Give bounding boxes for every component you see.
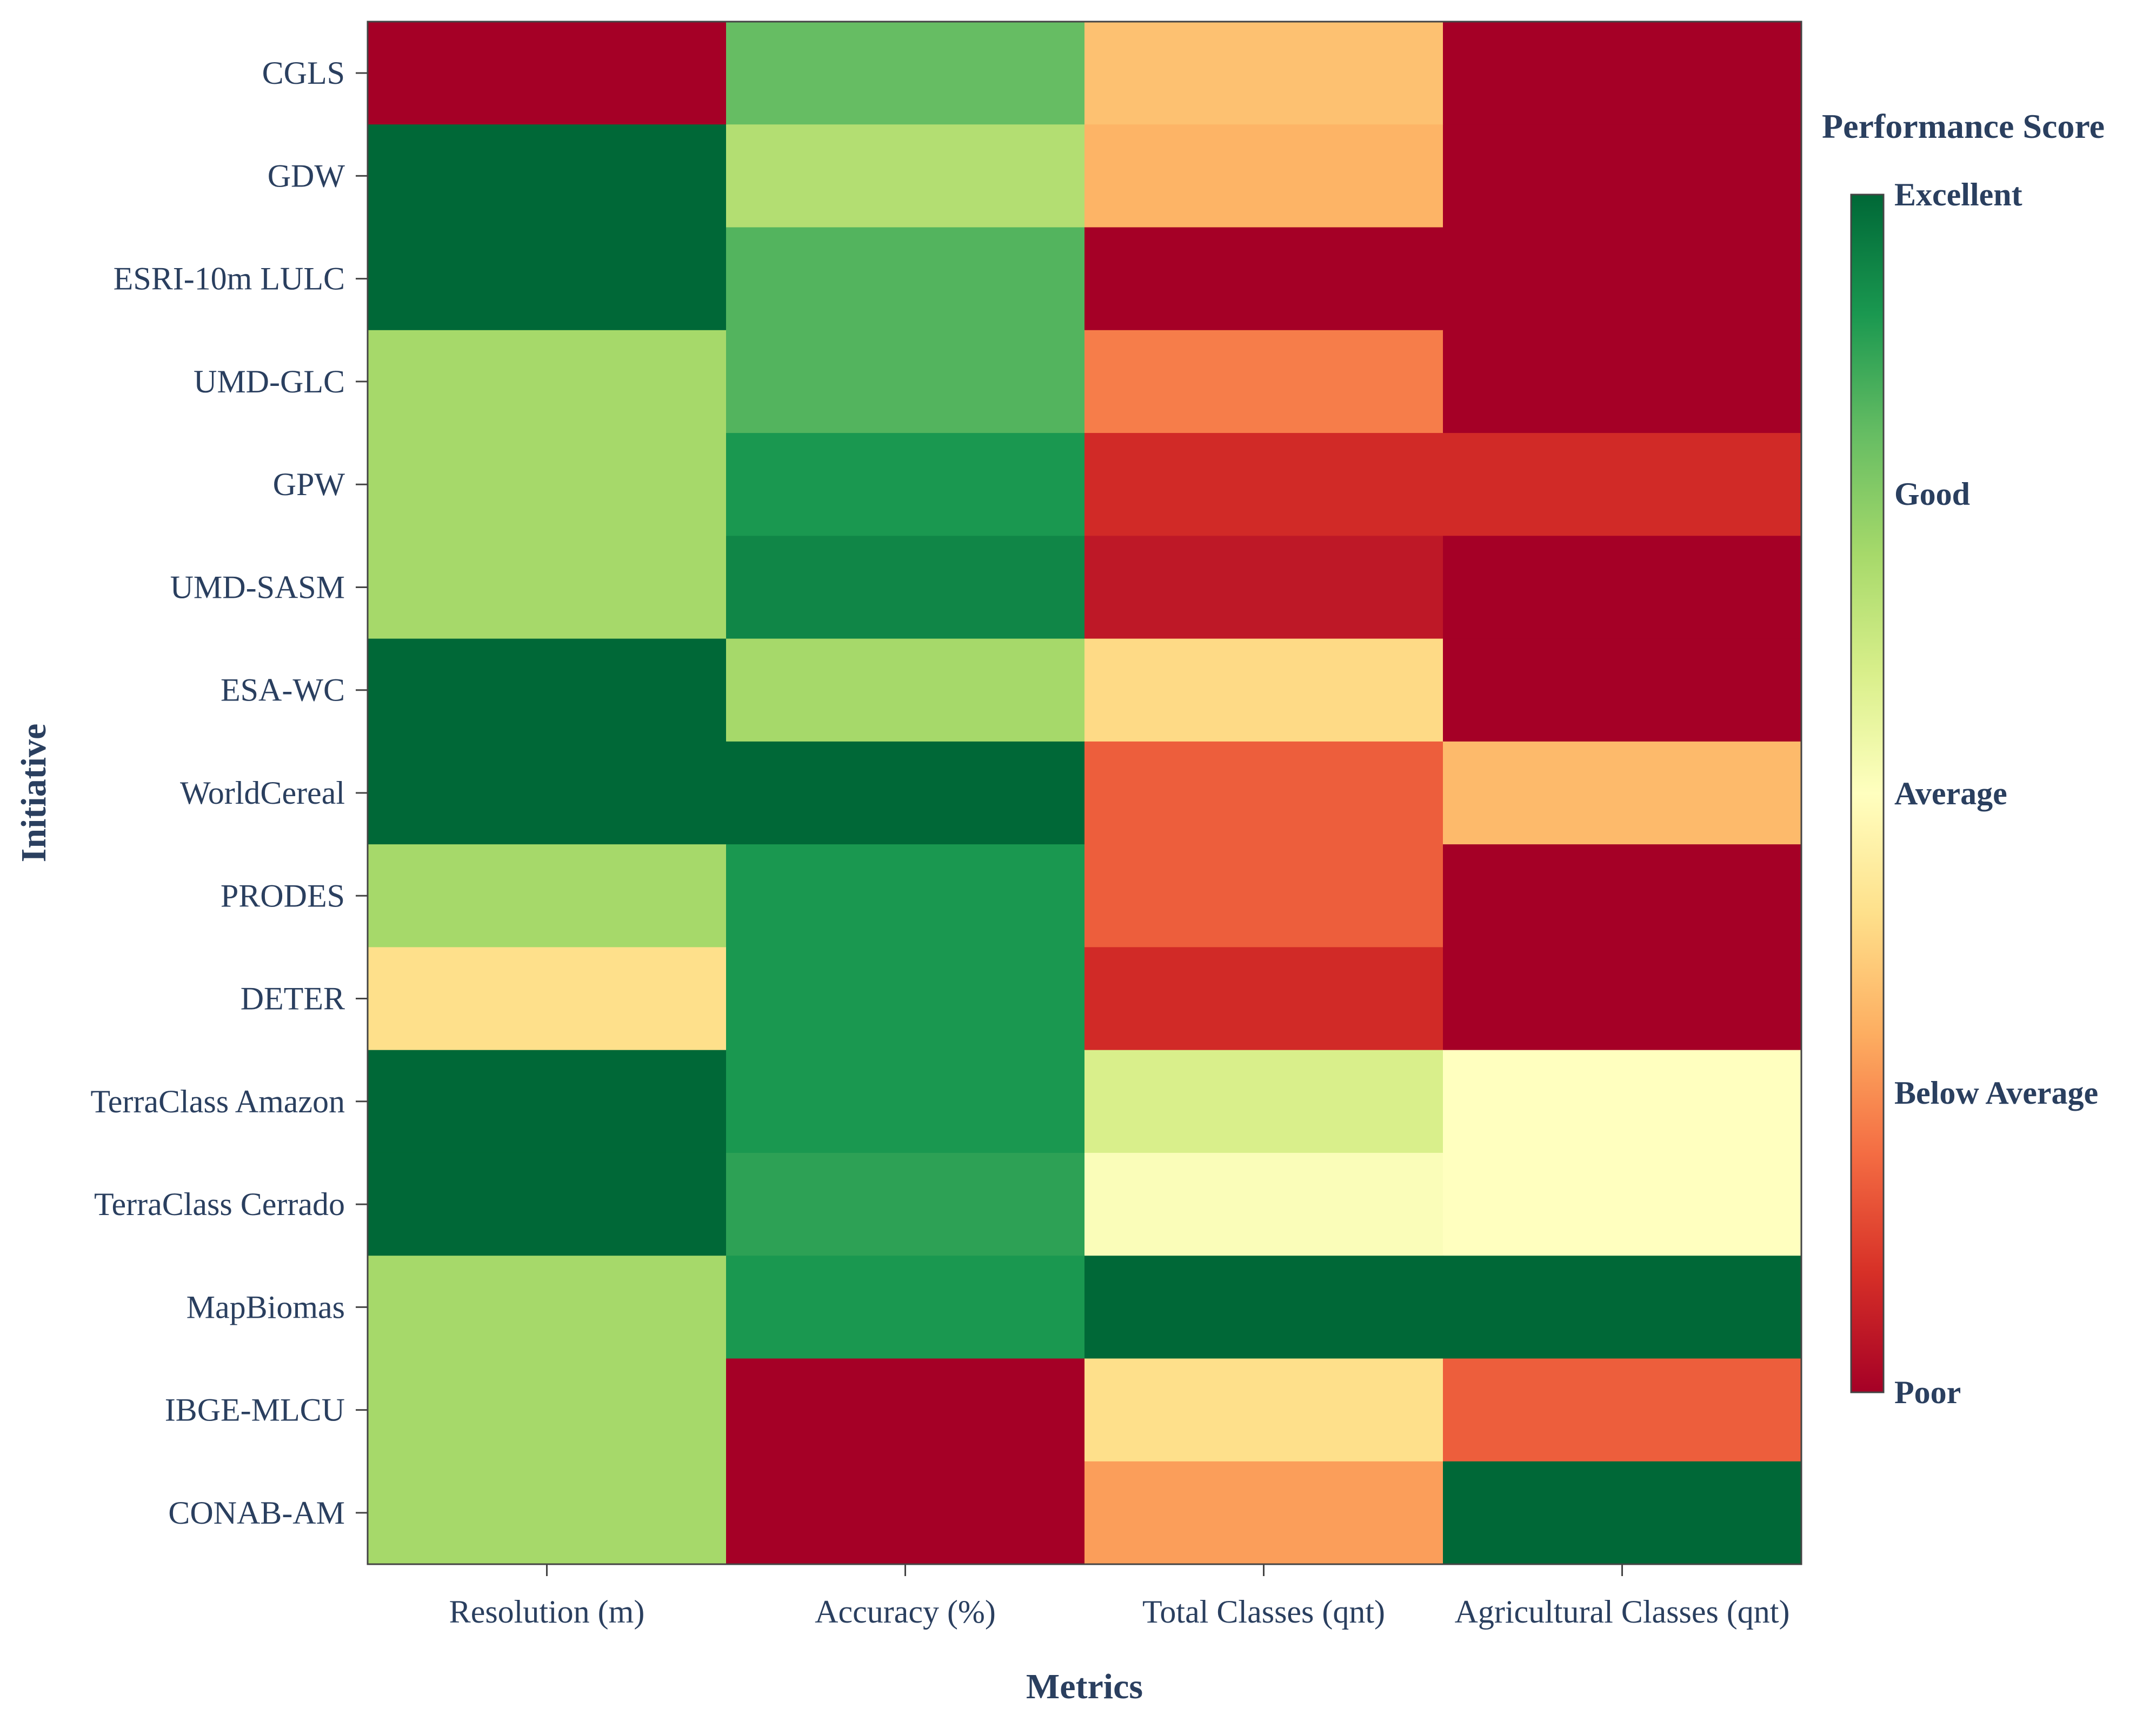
heatmap-cell-0-0 — [368, 22, 727, 125]
heatmap-cell-9-3 — [1443, 947, 1802, 1051]
heatmap-cell-4-0 — [368, 433, 727, 536]
heatmap-cell-0-2 — [1084, 22, 1443, 125]
heatmap-cell-10-1 — [726, 1050, 1085, 1153]
heatmap-cell-9-0 — [368, 947, 727, 1051]
heatmap-cell-12-3 — [1443, 1256, 1802, 1359]
y-tick-label: GPW — [273, 466, 345, 502]
heatmap-cell-6-3 — [1443, 638, 1802, 742]
y-tick-label: ESA-WC — [221, 672, 345, 708]
heatmap-cell-14-1 — [726, 1461, 1085, 1565]
heatmap-cell-9-2 — [1084, 947, 1443, 1051]
heatmap-cell-10-0 — [368, 1050, 727, 1153]
heatmap-cell-5-2 — [1084, 536, 1443, 639]
heatmap-cell-10-3 — [1443, 1050, 1802, 1153]
heatmap-cell-1-1 — [726, 124, 1085, 228]
x-tick-label: Total Classes (qnt) — [1142, 1594, 1385, 1630]
y-tick-label: IBGE-MLCU — [165, 1392, 345, 1428]
heatmap-cell-6-0 — [368, 638, 727, 742]
heatmap-cell-0-3 — [1443, 22, 1802, 125]
colorbar: Performance Score Excellent Good Average Be… — [1822, 107, 2105, 1410]
heatmap-cell-13-3 — [1443, 1358, 1802, 1462]
heatmap-cell-3-1 — [726, 330, 1085, 433]
heatmap-cell-4-1 — [726, 433, 1085, 536]
y-tick-label: TerraClass Cerrado — [94, 1186, 345, 1222]
heatmap-cell-1-0 — [368, 124, 727, 228]
heatmap-cell-5-0 — [368, 536, 727, 639]
heatmap-cell-7-2 — [1084, 741, 1443, 845]
y-tick-label: PRODES — [221, 878, 345, 913]
heatmap-cell-7-3 — [1443, 741, 1802, 845]
heatmap-cell-2-0 — [368, 227, 727, 331]
heatmap-cell-1-3 — [1443, 124, 1802, 228]
y-tick-label: UMD-GLC — [194, 364, 345, 399]
x-tick-label: Accuracy (%) — [815, 1594, 996, 1630]
x-tick-label: Agricultural Classes (qnt) — [1455, 1594, 1790, 1630]
y-axis-title: Initiative — [14, 724, 54, 863]
heatmap-cell-12-1 — [726, 1256, 1085, 1359]
heatmap-cell-5-3 — [1443, 536, 1802, 639]
heatmap-cell-8-2 — [1084, 844, 1443, 947]
heatmap-cell-3-0 — [368, 330, 727, 433]
heatmap-cell-14-2 — [1084, 1461, 1443, 1565]
heatmap-cell-12-0 — [368, 1256, 727, 1359]
colorbar-title: Performance Score — [1822, 107, 2105, 145]
heatmap-cell-8-0 — [368, 844, 727, 947]
colorbar-tick-label: Good — [1894, 476, 1970, 512]
y-tick-label: DETER — [241, 981, 345, 1017]
x-axis-ticks: Resolution (m) Accuracy (%) Total Classes … — [449, 1564, 1790, 1630]
heatmap-cell-8-3 — [1443, 844, 1802, 947]
heatmap-cell-7-0 — [368, 741, 727, 845]
colorbar-ticks: Excellent Good Average Below Average Poor — [1894, 177, 2098, 1410]
heatmap-cell-2-1 — [726, 227, 1085, 331]
heatmap-cell-13-2 — [1084, 1358, 1443, 1462]
heatmap-cell-2-2 — [1084, 227, 1443, 331]
y-tick-label: GDW — [268, 158, 345, 193]
heatmap-cell-12-2 — [1084, 1256, 1443, 1359]
heatmap-cell-8-1 — [726, 844, 1085, 947]
y-tick-label: WorldCereal — [180, 775, 345, 811]
heatmap-cell-6-2 — [1084, 638, 1443, 742]
heatmap-cell-4-3 — [1443, 433, 1802, 536]
heatmap-cell-6-1 — [726, 638, 1085, 742]
heatmap-cell-11-0 — [368, 1152, 727, 1256]
y-tick-label: CONAB-AM — [168, 1495, 345, 1531]
heatmap-cell-1-2 — [1084, 124, 1443, 228]
y-tick-label: ESRI-10m LULC — [114, 261, 345, 297]
heatmap-cell-0-1 — [726, 22, 1085, 125]
heatmap-cell-13-0 — [368, 1358, 727, 1462]
heatmap-cell-14-3 — [1443, 1461, 1802, 1565]
heatmap-cell-11-2 — [1084, 1152, 1443, 1256]
y-tick-label: MapBiomas — [187, 1289, 345, 1325]
y-tick-label: CGLS — [262, 55, 345, 91]
heatmap-cell-11-1 — [726, 1152, 1085, 1256]
colorbar-tick-label: Below Average — [1894, 1075, 2098, 1111]
y-tick-label: UMD-SASM — [170, 569, 345, 605]
heatmap-cell-7-1 — [726, 741, 1085, 845]
colorbar-gradient — [1850, 193, 1885, 1393]
heatmap-cell-3-3 — [1443, 330, 1802, 433]
heatmap-cell-2-3 — [1443, 227, 1802, 331]
y-tick-label: TerraClass Amazon — [90, 1084, 345, 1119]
heatmap-cell-4-2 — [1084, 433, 1443, 536]
heatmap-cell-14-0 — [368, 1461, 727, 1565]
colorbar-tick-label: Excellent — [1894, 177, 2022, 212]
x-axis-title: Metrics — [1026, 1667, 1143, 1706]
colorbar-tick-label: Poor — [1894, 1374, 1961, 1410]
heatmap-cells — [368, 22, 1802, 1565]
colorbar-tick-label: Average — [1894, 776, 2007, 811]
heatmap-cell-13-1 — [726, 1358, 1085, 1462]
heatmap-cell-10-2 — [1084, 1050, 1443, 1153]
heatmap-cell-9-1 — [726, 947, 1085, 1051]
heatmap-cell-5-1 — [726, 536, 1085, 639]
heatmap-cell-11-3 — [1443, 1152, 1802, 1256]
heatmap-cell-3-2 — [1084, 330, 1443, 433]
y-axis-ticks: CGLS GDW ESRI-10m LULC UMD-GLC GPW UMD-SASM ES… — [90, 55, 368, 1531]
x-tick-label: Resolution (m) — [449, 1594, 645, 1630]
